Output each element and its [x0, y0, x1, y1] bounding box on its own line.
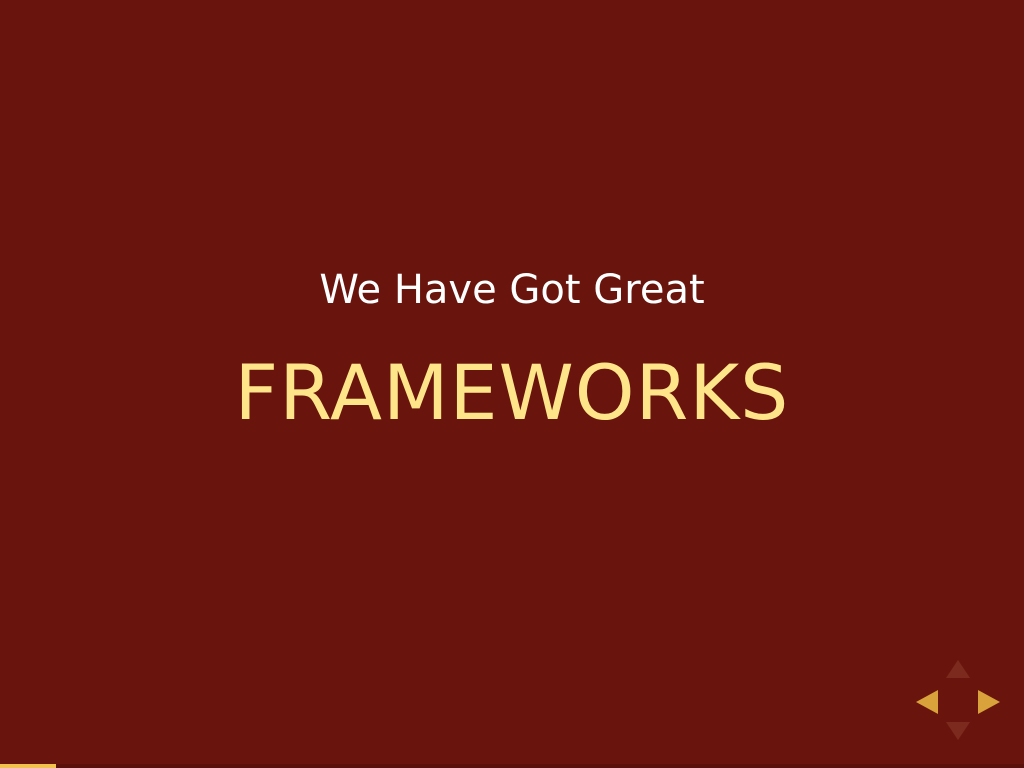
nav-up-icon[interactable] — [946, 660, 970, 678]
navigation-controls — [908, 652, 1008, 752]
slide-title: FRAMEWORKS — [234, 348, 790, 437]
slide-subtitle: We Have Got Great — [319, 267, 705, 313]
nav-right-icon[interactable] — [978, 690, 1000, 714]
nav-left-icon[interactable] — [916, 690, 938, 714]
progress-bar — [0, 764, 1024, 768]
nav-down-icon[interactable] — [946, 722, 970, 740]
progress-bar-fill — [0, 764, 57, 768]
